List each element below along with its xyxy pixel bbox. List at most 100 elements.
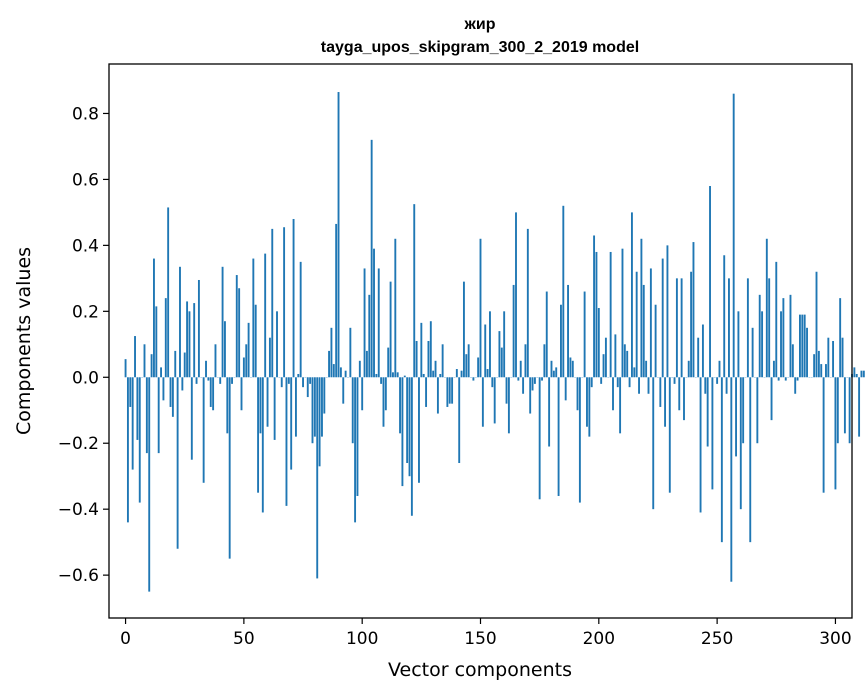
bar-component-75 xyxy=(302,377,304,388)
bar-component-238 xyxy=(687,360,690,378)
bar-component-200 xyxy=(597,308,600,378)
bar-component-258 xyxy=(735,377,737,457)
bar-component-73 xyxy=(297,373,300,378)
bar-component-216 xyxy=(635,271,638,378)
bar-component-33 xyxy=(202,377,205,483)
bar-component-251 xyxy=(718,360,721,378)
bar-component-30 xyxy=(195,377,198,384)
bar-component-96 xyxy=(351,377,354,444)
bar-component-47 xyxy=(235,275,238,378)
chart-subtitle: tayga_upos_skipgram_300_2_2019 model xyxy=(321,39,639,56)
bar-component-130 xyxy=(432,370,435,378)
bar-component-211 xyxy=(623,344,626,378)
bar-component-143 xyxy=(462,281,465,378)
bar-component-78 xyxy=(309,377,312,384)
bar-component-69 xyxy=(287,377,290,384)
bar-component-34 xyxy=(205,360,207,378)
bar-component-31 xyxy=(197,279,200,378)
bar-component-302 xyxy=(839,298,842,378)
bar-component-246 xyxy=(706,377,709,447)
bar-component-219 xyxy=(642,284,645,378)
bar-component-6 xyxy=(138,377,141,503)
bar-component-177 xyxy=(543,344,546,378)
bar-component-19 xyxy=(169,377,172,407)
bar-component-158 xyxy=(498,331,501,378)
bar-component-116 xyxy=(399,377,401,434)
bar-component-194 xyxy=(583,291,586,378)
bar-component-105 xyxy=(373,248,375,378)
bar-component-4 xyxy=(134,336,136,378)
bar-component-103 xyxy=(368,294,371,378)
bar-component-239 xyxy=(690,271,693,378)
bar-component-153 xyxy=(486,369,489,378)
bar-component-208 xyxy=(616,377,619,388)
bar-component-306 xyxy=(848,377,851,444)
bar-component-274 xyxy=(772,360,775,378)
bar-component-91 xyxy=(339,367,342,378)
bar-component-267 xyxy=(756,377,759,444)
bar-component-124 xyxy=(418,377,420,483)
bar-component-3 xyxy=(131,377,134,470)
bar-component-8 xyxy=(143,344,146,378)
bar-component-175 xyxy=(538,377,541,500)
bar-component-142 xyxy=(460,370,463,378)
bar-component-300 xyxy=(834,377,837,490)
bar-component-52 xyxy=(247,322,250,378)
bar-component-107 xyxy=(377,268,380,378)
bar-component-51 xyxy=(245,344,248,378)
bar-component-154 xyxy=(489,311,491,378)
bar-component-304 xyxy=(843,377,846,434)
bar-component-253 xyxy=(723,255,726,378)
bar-component-14 xyxy=(157,377,160,454)
y-tick-label: −0.6 xyxy=(58,566,99,586)
bar-component-120 xyxy=(408,377,411,477)
bar-component-136 xyxy=(446,377,449,407)
bar-component-12 xyxy=(153,258,155,378)
bar-component-24 xyxy=(181,377,184,391)
bar-component-222 xyxy=(649,268,652,378)
bar-component-23 xyxy=(179,266,181,378)
y-axis-label: Components values xyxy=(13,247,35,435)
bar-component-184 xyxy=(560,304,562,378)
bar-component-212 xyxy=(626,350,629,378)
bar-component-312 xyxy=(862,370,865,378)
bar-component-66 xyxy=(280,377,283,388)
bar-component-15 xyxy=(160,367,162,378)
bar-component-243 xyxy=(699,377,702,513)
bar-component-275 xyxy=(775,261,778,378)
bar-component-217 xyxy=(638,377,640,394)
bar-component-133 xyxy=(439,373,442,378)
bar-component-64 xyxy=(276,311,278,378)
y-tick-label: 0.6 xyxy=(72,170,99,190)
bar-component-284 xyxy=(796,377,799,381)
bar-component-196 xyxy=(588,377,591,437)
bar-component-226 xyxy=(659,377,662,407)
bar-component-276 xyxy=(777,377,780,381)
bar-component-255 xyxy=(728,278,730,378)
bar-component-97 xyxy=(354,377,357,523)
bar-component-213 xyxy=(628,377,631,388)
bar-component-132 xyxy=(436,377,439,414)
bar-component-220 xyxy=(645,360,648,378)
bar-component-88 xyxy=(332,364,335,378)
bar-component-261 xyxy=(742,377,745,444)
bar-component-152 xyxy=(484,324,487,378)
bar-component-80 xyxy=(313,377,316,437)
bar-component-117 xyxy=(401,377,404,487)
bar-component-108 xyxy=(380,377,383,384)
bar-component-127 xyxy=(425,377,428,407)
bar-component-70 xyxy=(290,377,293,470)
bar-component-195 xyxy=(586,377,588,427)
chart-title: жир xyxy=(464,16,496,33)
x-tick-label: 200 xyxy=(583,629,615,649)
bar-component-150 xyxy=(479,238,482,378)
bar-component-166 xyxy=(517,377,520,381)
bar-component-128 xyxy=(427,341,430,378)
bar-component-63 xyxy=(273,377,276,440)
bar-component-113 xyxy=(392,372,394,378)
bar-component-286 xyxy=(801,314,804,378)
bar-component-55 xyxy=(254,304,257,378)
bar-component-21 xyxy=(174,350,177,378)
bar-component-257 xyxy=(732,93,735,378)
bar-component-123 xyxy=(415,341,418,378)
